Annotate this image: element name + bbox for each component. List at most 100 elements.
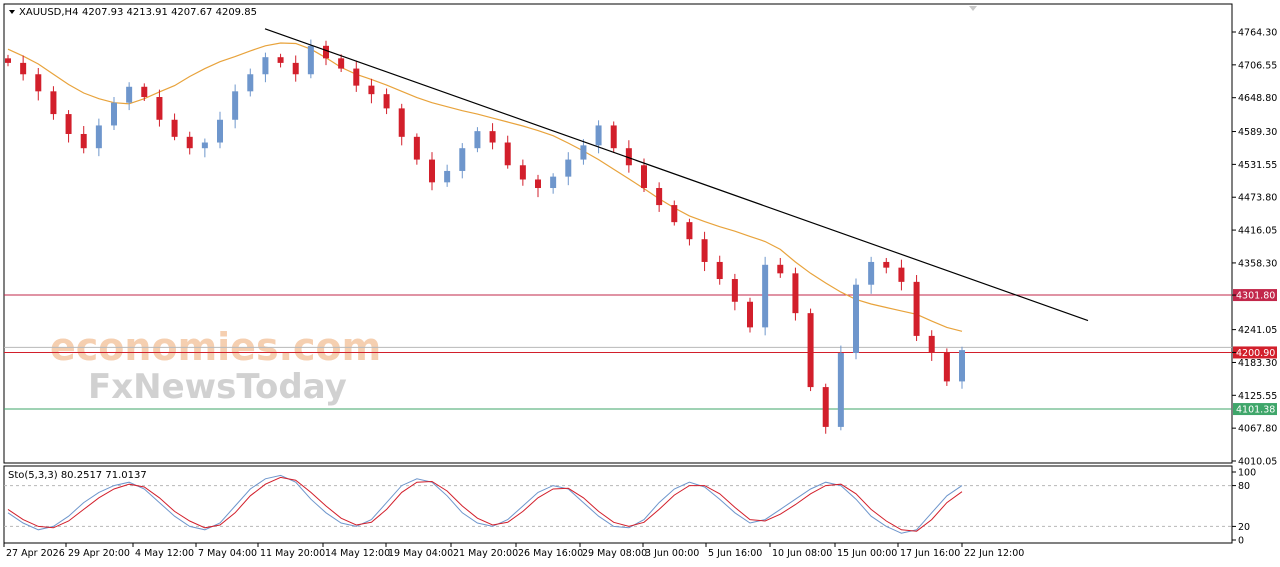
price-tick-label: 4589.30	[1238, 127, 1277, 138]
candle-body[interactable]	[868, 261, 875, 285]
candle-body[interactable]	[292, 62, 299, 75]
sto-tick-label: 80	[1238, 481, 1250, 492]
candle-body[interactable]	[762, 264, 769, 328]
time-tick-label: 7 May 04:00	[198, 548, 257, 559]
candle-body[interactable]	[898, 267, 905, 282]
candle-body[interactable]	[459, 148, 466, 171]
candle-body[interactable]	[883, 261, 890, 268]
candle-body[interactable]	[50, 91, 57, 115]
time-tick-label: 15 Jun 00:00	[837, 548, 897, 559]
candle-body[interactable]	[489, 131, 496, 143]
candle-body[interactable]	[262, 57, 269, 75]
time-tick-label: 27 Apr 2026	[6, 548, 65, 559]
candle-body[interactable]	[535, 179, 541, 189]
candle-body[interactable]	[701, 239, 708, 262]
candle-body[interactable]	[610, 125, 617, 149]
candle-body[interactable]	[686, 222, 693, 240]
candle-body[interactable]	[126, 86, 133, 103]
candle-body[interactable]	[595, 125, 602, 146]
candle-body[interactable]	[232, 91, 239, 120]
sto-line	[7, 474, 963, 534]
candle-body[interactable]	[519, 165, 526, 180]
candle-body[interactable]	[792, 273, 799, 314]
moving-average	[7, 42, 963, 332]
candle-body[interactable]	[111, 102, 117, 126]
level-tag	[1233, 346, 1277, 359]
candle-body[interactable]	[641, 165, 647, 189]
candle-body[interactable]	[217, 119, 223, 143]
candle-body[interactable]	[323, 45, 329, 59]
time-tick-label: 14 May 12:00	[325, 548, 390, 559]
candle-body[interactable]	[747, 301, 753, 328]
time-tick-label: 17 Jun 16:00	[900, 548, 960, 559]
candle-body[interactable]	[928, 335, 935, 353]
triangle-down-icon[interactable]	[9, 10, 15, 14]
candle-body[interactable]	[943, 352, 950, 382]
candle-body[interactable]	[413, 136, 420, 160]
candle-body[interactable]	[656, 188, 663, 206]
time-tick-label: 5 Jun 16:00	[708, 548, 762, 559]
chart-shift-icon[interactable]	[969, 6, 977, 11]
candle-body[interactable]	[353, 68, 360, 86]
candle-body[interactable]	[95, 125, 102, 149]
time-tick-label: 22 Jun 12:00	[964, 548, 1024, 559]
candle-body[interactable]	[853, 284, 859, 353]
price-tick-label: 4473.80	[1238, 193, 1277, 204]
candle-body[interactable]	[201, 142, 208, 149]
candle-body[interactable]	[822, 387, 829, 427]
price-tick-label: 4706.55	[1238, 60, 1277, 71]
candle-body[interactable]	[504, 142, 511, 166]
candle-body[interactable]	[383, 94, 390, 109]
candle-body[interactable]	[550, 176, 557, 189]
candle-body[interactable]	[171, 119, 178, 137]
price-tick-label: 4531.55	[1238, 160, 1277, 171]
candle-body[interactable]	[5, 58, 11, 63]
candles[interactable]	[5, 39, 965, 434]
candle-body[interactable]	[20, 62, 27, 75]
sto-line	[7, 476, 963, 532]
time-tick-label: 26 May 16:00	[518, 548, 583, 559]
time-tick-label: 19 May 04:00	[388, 548, 453, 559]
price-tick-label: 4764.30	[1238, 28, 1277, 39]
candle-body[interactable]	[141, 86, 148, 98]
sto-tick-label: 20	[1238, 522, 1250, 533]
level-tag-label: 4301.80	[1236, 291, 1275, 302]
candle-body[interactable]	[837, 352, 844, 427]
candle-body[interactable]	[307, 45, 314, 75]
horizontal-levels[interactable]: 4301.80 4200.90 4101.38	[4, 289, 1277, 416]
candle-body[interactable]	[429, 159, 435, 183]
candle-body[interactable]	[580, 145, 587, 160]
candle-body[interactable]	[716, 261, 723, 280]
time-tick-label: 11 May 20:00	[260, 548, 325, 559]
price-axis: 4764.30 4706.55 4648.80 4589.30 4531.55 4473.…	[1232, 28, 1277, 468]
candle-body[interactable]	[474, 131, 481, 149]
candle-body[interactable]	[398, 108, 405, 137]
candle-body[interactable]	[913, 281, 920, 336]
candle-body[interactable]	[338, 58, 345, 69]
watermark: economies.com FxNewsToday	[50, 325, 381, 407]
candle-body[interactable]	[731, 279, 738, 302]
candle-body[interactable]	[156, 97, 163, 120]
candle-body[interactable]	[186, 136, 193, 149]
candle-body[interactable]	[777, 264, 784, 274]
candle-body[interactable]	[959, 350, 965, 382]
candle-body[interactable]	[671, 205, 678, 223]
candle-body[interactable]	[444, 170, 451, 183]
stochastic-label: Sto(5,3,3) 80.2517 71.0137	[8, 470, 147, 481]
trendline-layer[interactable]	[264, 28, 1089, 322]
candle-body[interactable]	[247, 74, 254, 92]
candle-body[interactable]	[80, 133, 87, 149]
candle-body[interactable]	[625, 148, 632, 166]
candle-body[interactable]	[565, 159, 572, 177]
watermark-fxnewstoday: FxNewsToday	[88, 367, 347, 407]
candle-body[interactable]	[807, 313, 814, 388]
candle-body[interactable]	[277, 57, 284, 63]
candle-body[interactable]	[368, 85, 375, 95]
level-tag-label: 4200.90	[1236, 348, 1275, 359]
stochastic-axis: 100 80 20 0	[1232, 468, 1256, 547]
candle-body[interactable]	[35, 74, 42, 92]
trendline[interactable]	[264, 28, 1089, 322]
candle-body[interactable]	[65, 114, 72, 134]
